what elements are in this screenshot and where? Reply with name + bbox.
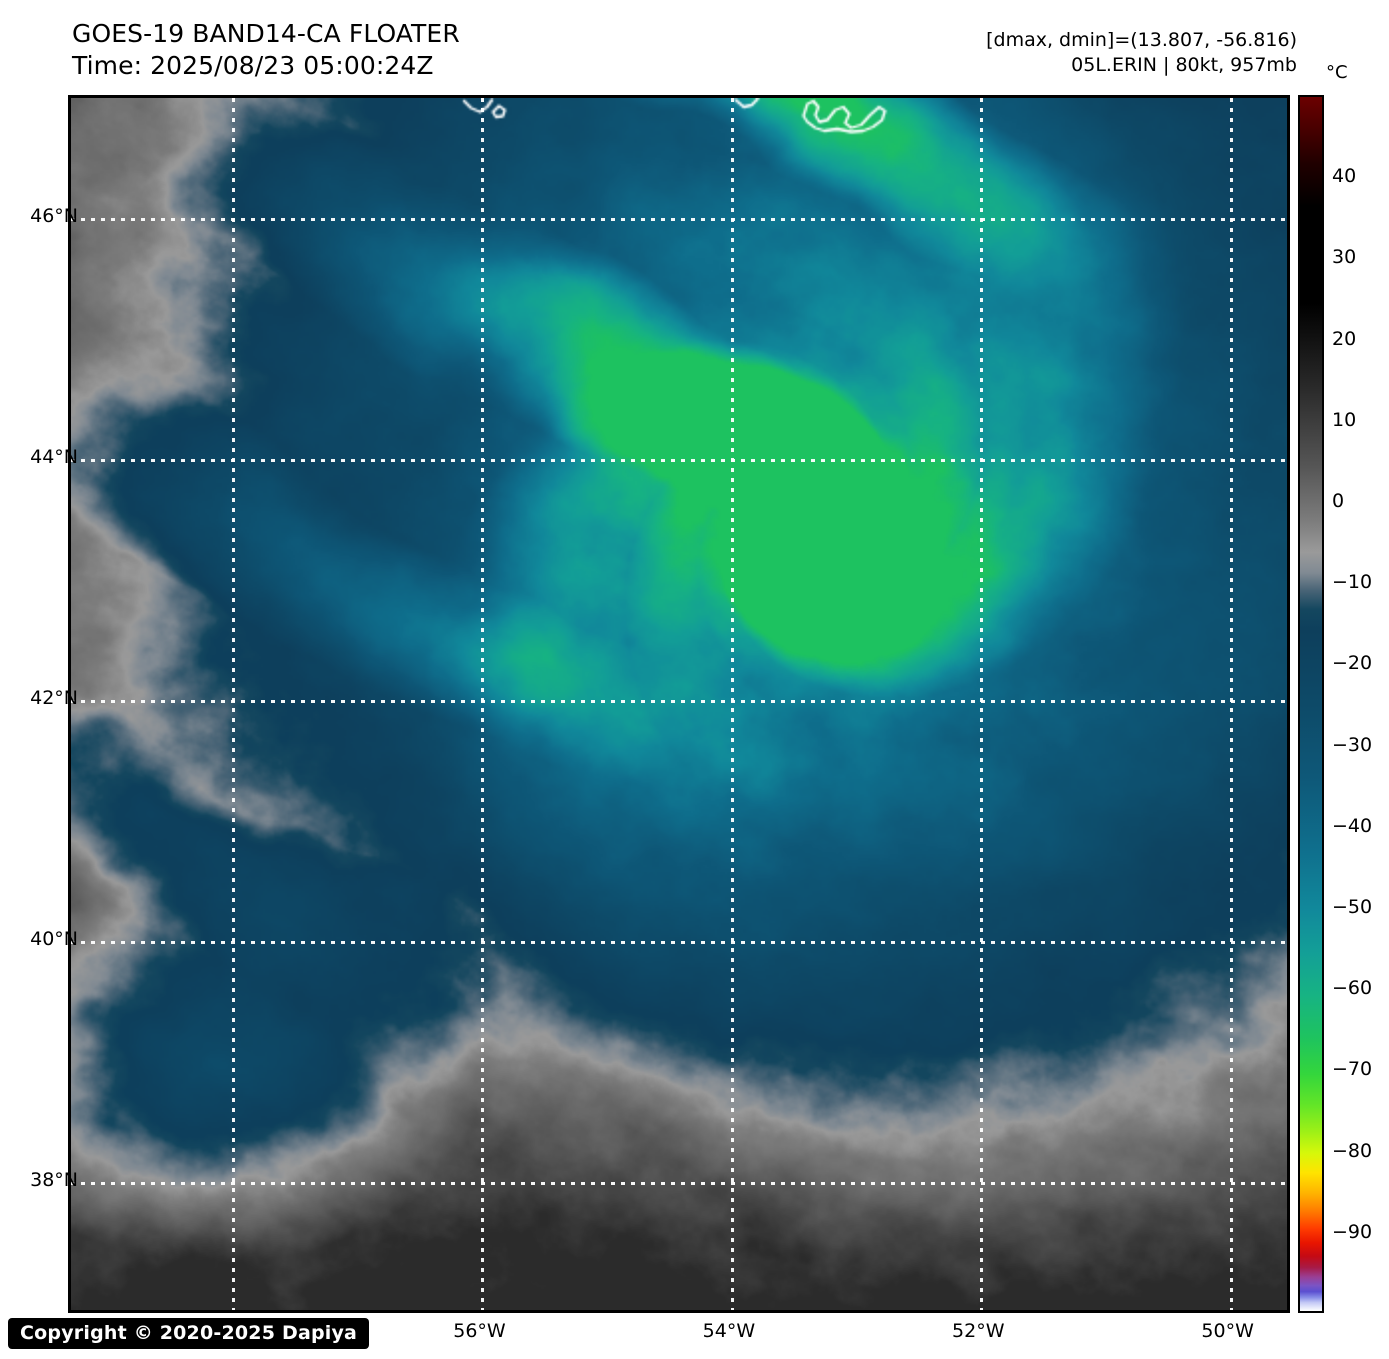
colorbar-tick-label: −50 <box>1332 896 1373 918</box>
latitude-tick-label: 46°N <box>30 204 78 227</box>
longitude-tick-label: 56°W <box>453 1320 506 1342</box>
latitude-tick-label: 38°N <box>30 1169 78 1192</box>
colorbar-tick-label: −70 <box>1332 1058 1373 1081</box>
colorbar-tick-label: −20 <box>1332 652 1373 675</box>
colorbar-tick-label: −40 <box>1332 814 1373 837</box>
longitude-tick-label: 54°W <box>702 1320 756 1342</box>
temperature-colorbar <box>1298 95 1324 1313</box>
storm-info-label: 05L.ERIN | 80kt, 957mb <box>1071 53 1297 76</box>
timestamp-label: Time: 2025/08/23 05:00:24Z <box>72 51 434 80</box>
colorbar-tick-label: −60 <box>1332 977 1373 1000</box>
latitude-tick-label: 42°N <box>30 686 78 709</box>
latitude-tick-label: 44°N <box>30 445 78 468</box>
longitude-tick-label: 52°W <box>952 1320 1005 1342</box>
header-title-block: GOES-19 BAND14-CA FLOATER Time: 2025/08/… <box>72 18 460 82</box>
latitude-tick-label: 40°N <box>30 928 78 951</box>
colorbar-tick-label: −30 <box>1332 733 1373 756</box>
header-metadata-block: [dmax, dmin]=(13.807, -56.816) 05L.ERIN … <box>986 28 1297 77</box>
copyright-watermark: Copyright © 2020-2025 Dapiya <box>8 1318 370 1349</box>
colorbar-tick-label: −80 <box>1332 1139 1373 1162</box>
colorbar-unit-label: °C <box>1326 62 1348 83</box>
satellite-image-plot <box>68 95 1290 1313</box>
page-title: GOES-19 BAND14-CA FLOATER <box>72 19 460 48</box>
colorbar-tick-label: 30 <box>1332 246 1357 269</box>
colorbar-tick-label: 40 <box>1332 165 1357 188</box>
colorbar-gradient <box>1300 97 1322 1311</box>
colorbar-tick-label: 20 <box>1332 327 1357 350</box>
dmax-dmin-label: [dmax, dmin]=(13.807, -56.816) <box>986 29 1297 51</box>
colorbar-tick-label: 10 <box>1332 408 1357 431</box>
colorbar-tick-label: −90 <box>1332 1220 1373 1243</box>
satellite-imagery-canvas <box>71 98 1287 1310</box>
colorbar-tick-label: −10 <box>1332 571 1373 594</box>
longitude-tick-label: 50°W <box>1201 1320 1254 1342</box>
colorbar-tick-label: 0 <box>1332 490 1345 512</box>
